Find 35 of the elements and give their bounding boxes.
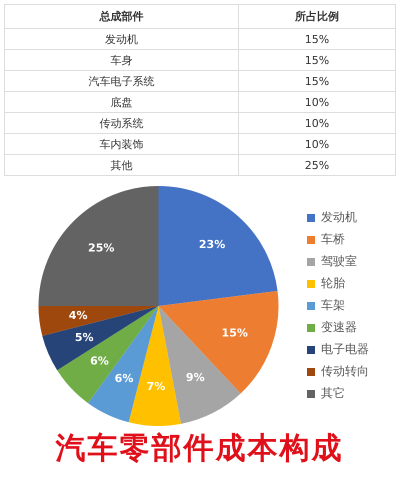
text: 10% (238, 92, 396, 112)
text: 10% (238, 112, 396, 134)
data-label: 23% (198, 238, 226, 252)
legend-label: 电子电器 (321, 342, 369, 356)
text: 25% (238, 154, 396, 176)
text: 15% (238, 28, 396, 50)
legend-label: 驾驶室 (321, 254, 357, 268)
data-label: 15% (222, 326, 248, 340)
text: 底盘 (4, 92, 238, 112)
legend-label: 车架 (321, 298, 345, 312)
text: 传动系统 (4, 112, 238, 134)
data-label: 5% (74, 331, 94, 344)
text: 所占比例 (238, 4, 396, 28)
data-label: 6% (114, 372, 134, 386)
data-label: 7% (146, 380, 166, 393)
data-label: 4% (68, 309, 88, 322)
text: 10% (238, 134, 396, 154)
data-label: 25% (88, 242, 114, 255)
data-label: 9% (186, 371, 205, 384)
legend-label: 变速器 (321, 320, 357, 334)
text: 发动机 (4, 28, 238, 50)
text: 总成部件 (4, 4, 238, 28)
data-label: 6% (90, 354, 109, 368)
text: 15% (238, 50, 396, 70)
legend-label: 传动转向 (321, 364, 369, 378)
text: 车身 (4, 50, 238, 70)
text: 15% (238, 70, 396, 92)
text: 车内装饰 (4, 134, 238, 154)
legend-label: 车桥 (321, 232, 345, 246)
legend-label: 其它 (321, 386, 345, 400)
legend-label: 发动机 (321, 210, 357, 224)
text: 汽车零部件成本构成 (54, 430, 344, 468)
text: 汽车电子系统 (4, 70, 238, 92)
legend-label: 轮胎 (321, 276, 345, 290)
text: 其他 (4, 154, 238, 176)
